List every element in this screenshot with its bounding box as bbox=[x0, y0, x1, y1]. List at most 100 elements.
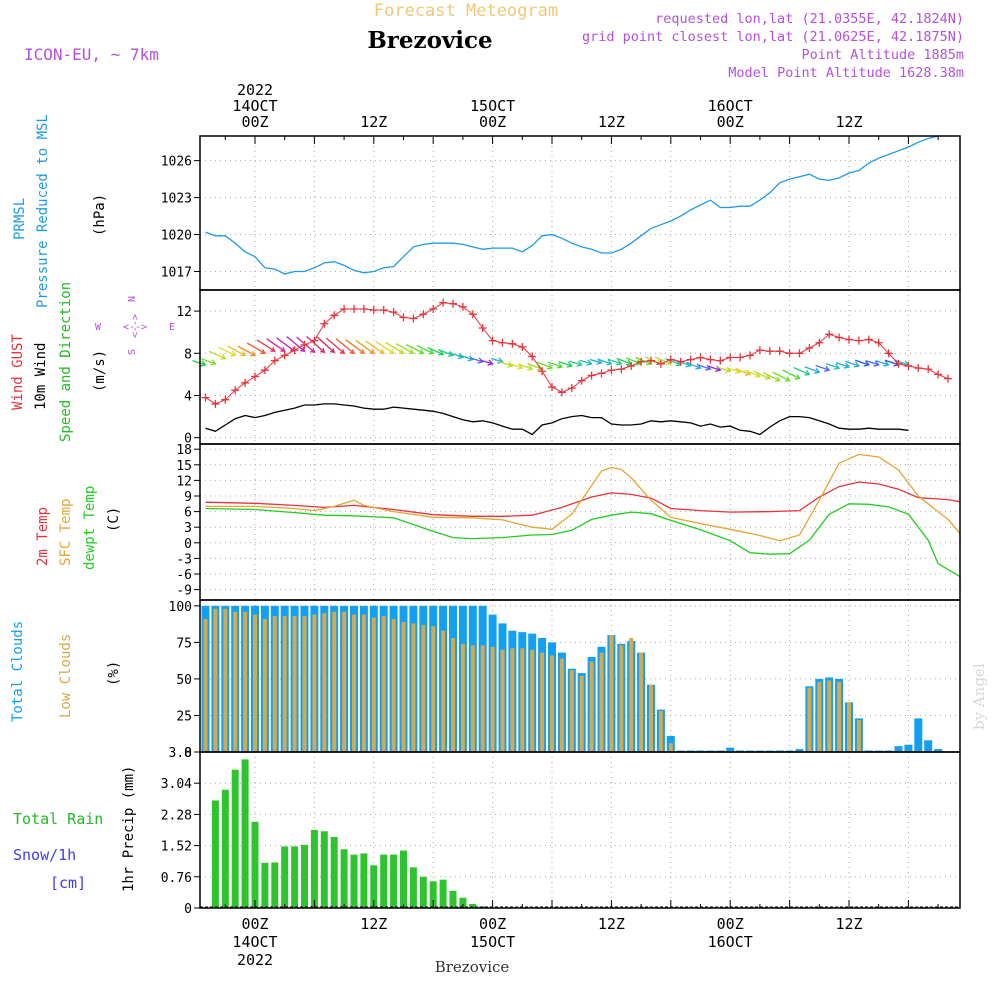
gust-marker bbox=[419, 310, 428, 319]
low-cloud-bar bbox=[451, 638, 455, 752]
gust-marker bbox=[567, 384, 576, 393]
low-cloud-bar bbox=[599, 652, 604, 752]
wind-direction-arrow bbox=[276, 337, 295, 352]
low-cloud-bar bbox=[579, 676, 584, 752]
wind-arrow-head bbox=[389, 348, 395, 354]
rain-bar bbox=[390, 854, 398, 908]
gust-marker bbox=[330, 311, 339, 320]
gust-marker bbox=[340, 304, 349, 313]
top-time-label: 2022 bbox=[237, 81, 273, 99]
low-cloud-bar bbox=[233, 611, 238, 752]
wind-speed-line bbox=[205, 403, 909, 436]
grid-layer bbox=[200, 136, 960, 909]
gust-marker bbox=[815, 338, 824, 347]
top-time-label: 15OCT bbox=[470, 97, 515, 115]
gust-marker bbox=[548, 383, 556, 392]
low-cloud-bar bbox=[490, 646, 495, 752]
wind-direction-arrow bbox=[579, 359, 592, 365]
rain-bar bbox=[469, 903, 477, 908]
wind-direction-arrow bbox=[597, 358, 612, 365]
wind-arrow-head bbox=[310, 348, 316, 354]
rain-bar bbox=[301, 844, 308, 908]
low-cloud-bar bbox=[639, 652, 644, 752]
y-tick-label: 1026 bbox=[161, 155, 192, 170]
wind-arrow-head bbox=[379, 348, 385, 355]
low-cloud-bar bbox=[847, 702, 851, 752]
top-time-label: 12Z bbox=[360, 113, 387, 131]
gust-marker bbox=[518, 342, 527, 351]
top-time-label: 00Z bbox=[479, 113, 506, 131]
wind-direction-arrow bbox=[753, 370, 771, 380]
gust-marker bbox=[755, 346, 764, 355]
gust-marker bbox=[260, 366, 269, 375]
wind-direction-arrow bbox=[416, 344, 434, 354]
wind-direction-arrow bbox=[306, 336, 325, 353]
gust-marker bbox=[429, 304, 438, 313]
wind-direction-arrow bbox=[335, 338, 355, 354]
rain-bar bbox=[449, 890, 457, 908]
sfc-temp-line bbox=[205, 453, 961, 546]
low-cloud-bar bbox=[470, 645, 475, 752]
rain-bar bbox=[251, 821, 259, 908]
gust-marker bbox=[726, 353, 735, 362]
total-cloud-bar bbox=[914, 718, 923, 752]
gust-marker bbox=[310, 336, 319, 345]
wind-arrow-head bbox=[853, 361, 861, 368]
gridpoint-coords: grid point closest lon,lat (21.0625E, 42… bbox=[582, 29, 964, 45]
gust-marker bbox=[686, 355, 695, 364]
low-cloud-bar bbox=[352, 614, 356, 752]
low-cloud-bar bbox=[223, 608, 228, 752]
gust-marker bbox=[706, 355, 715, 364]
watermark: by Angel bbox=[970, 663, 988, 730]
y-tick-label: 15 bbox=[176, 459, 192, 474]
gust-marker bbox=[845, 335, 853, 344]
wind-arrow-head bbox=[814, 367, 821, 374]
pressure-panel-labels: PRMSL Pressure Reduced to MSL (hPa) bbox=[12, 114, 108, 308]
rain-bar bbox=[340, 849, 348, 908]
bottom-time-label: 00Z bbox=[241, 915, 268, 933]
prmsl-label: PRMSL bbox=[12, 198, 28, 240]
panel-frame bbox=[199, 751, 961, 909]
y-tick-label: -6 bbox=[176, 568, 192, 583]
gust-marker bbox=[587, 371, 596, 380]
wind-arrow-head bbox=[586, 359, 593, 366]
low-cloud-bar bbox=[213, 608, 218, 752]
axis-layer: 101710201023102604812-9-6-30369121518025… bbox=[161, 81, 939, 969]
gust-marker bbox=[251, 372, 259, 381]
panel-frame bbox=[199, 443, 961, 601]
precip-unit: 1hr Precip (mm) bbox=[121, 766, 137, 892]
wind-panel-labels: Wind GUST 10m Wind Speed and Direction (… bbox=[10, 282, 175, 442]
gust-marker bbox=[508, 339, 517, 348]
bottom-station-label: Brezovice bbox=[435, 958, 510, 976]
gust-marker bbox=[746, 351, 754, 360]
gust-marker bbox=[716, 356, 725, 365]
wind-direction-arrow bbox=[894, 359, 909, 366]
wind-direction-arrow bbox=[405, 344, 424, 354]
total-cloud-bar bbox=[904, 744, 913, 752]
low-cloud-bar bbox=[530, 649, 535, 752]
wind-direction-arrow bbox=[237, 345, 256, 356]
pressure-msl-label: Pressure Reduced to MSL bbox=[35, 114, 51, 308]
gust-marker bbox=[369, 306, 378, 315]
wind-arrow-head bbox=[823, 365, 831, 372]
compass-s: S bbox=[127, 349, 138, 355]
low-cloud-bar bbox=[837, 681, 842, 752]
low-cloud-bar bbox=[550, 655, 554, 752]
wind-direction-arrow bbox=[635, 356, 652, 365]
gust-marker bbox=[854, 336, 863, 345]
low-cloud-bar bbox=[332, 611, 337, 752]
gust-marker bbox=[736, 353, 745, 362]
top-time-label: 12Z bbox=[598, 113, 625, 131]
wind-arrow-head bbox=[428, 348, 435, 355]
wind-direction-arrow bbox=[375, 340, 394, 354]
y-tick-label: 18 bbox=[176, 443, 192, 458]
wind-arrow-head bbox=[339, 349, 346, 355]
compass-v-arrow: <--> bbox=[130, 314, 141, 338]
low-cloud-bar bbox=[401, 621, 406, 752]
wind-direction-arrow bbox=[835, 362, 850, 368]
frame-layer bbox=[199, 135, 961, 909]
gust-marker bbox=[666, 355, 675, 364]
gust-marker bbox=[637, 357, 646, 366]
cloud-unit: (%) bbox=[106, 661, 122, 686]
